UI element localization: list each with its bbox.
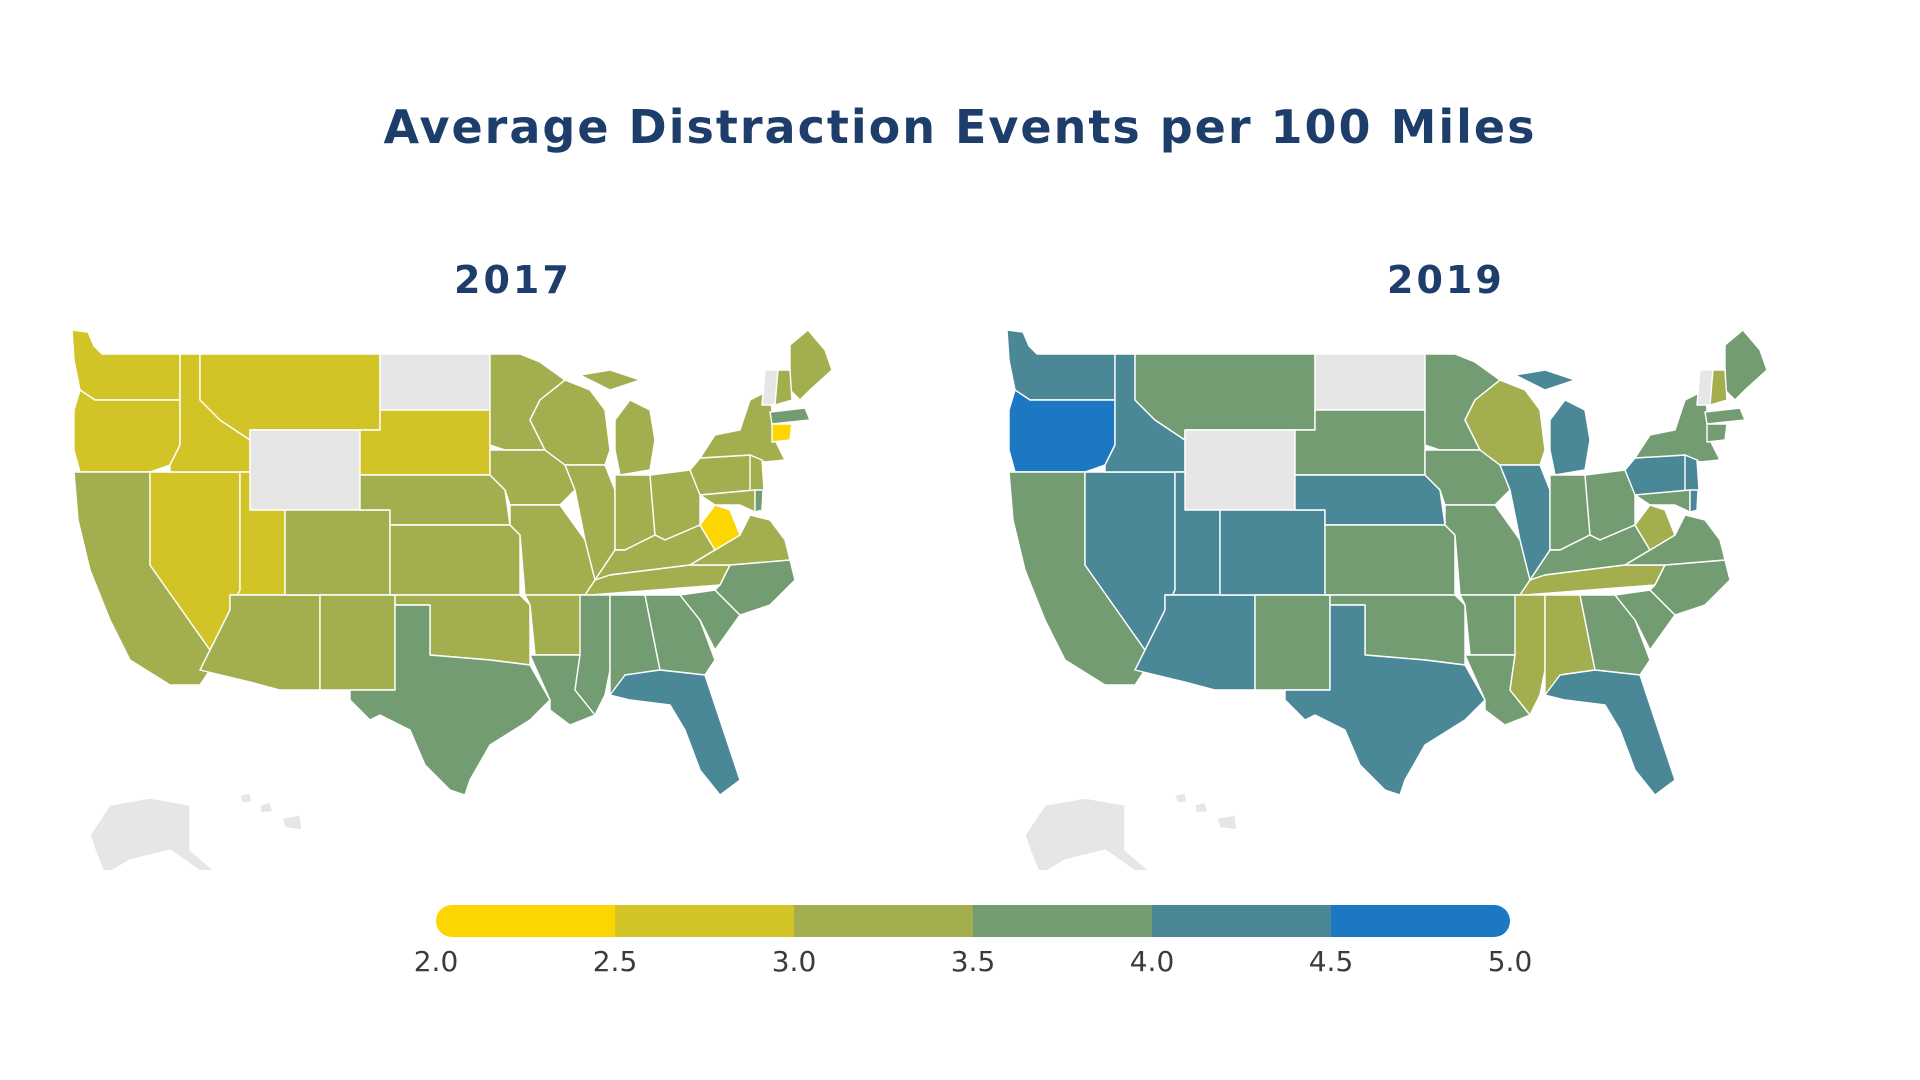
state-ar: [1459, 594, 1521, 656]
legend-swatch: [615, 905, 794, 937]
state-ct: [1706, 423, 1728, 443]
color-scale-legend: 2.0 2.5 3.0 3.5 4.0 4.5 5.0: [414, 905, 1532, 995]
state-ar: [524, 594, 586, 656]
state-ms: [1509, 594, 1546, 716]
legend-tick: 3.5: [950, 945, 996, 978]
state-wy: [1184, 429, 1296, 511]
state-tx: [349, 604, 551, 796]
state-sd: [1294, 409, 1426, 476]
state-ak: [89, 797, 215, 870]
state-co: [284, 509, 391, 596]
legend-tick: 4.0: [1129, 945, 1175, 978]
legend-swatch: [973, 905, 1152, 937]
state-me: [789, 329, 833, 401]
state-sc: [679, 589, 741, 651]
state-sc: [1614, 589, 1676, 651]
legend-tick: 2.0: [413, 945, 459, 978]
state-fl: [609, 669, 741, 796]
legend-swatch: [794, 905, 973, 937]
state-wa: [71, 329, 181, 401]
legend-tick: 5.0: [1487, 945, 1533, 978]
us-map-2019: [1006, 329, 1768, 870]
state-ks: [1324, 524, 1456, 596]
state-ct: [771, 423, 793, 443]
state-tx: [1284, 604, 1486, 796]
state-md: [699, 489, 756, 513]
state-de: [1689, 489, 1699, 513]
legend-swatch: [436, 905, 615, 937]
legend-swatch: [1152, 905, 1331, 937]
state-wv: [1634, 504, 1676, 551]
state-ak: [1024, 797, 1150, 870]
page-title: Average Distraction Events per 100 Miles: [383, 100, 1537, 154]
state-sd: [359, 409, 491, 476]
state-wy: [249, 429, 361, 511]
map-year-label: 2019: [1387, 258, 1505, 302]
legend-tick: 2.5: [592, 945, 638, 978]
state-nd: [379, 353, 491, 411]
state-nd: [1314, 353, 1426, 411]
state-wv: [699, 504, 741, 551]
state-wa: [1006, 329, 1116, 401]
state-me: [1724, 329, 1768, 401]
legend-tick: 4.5: [1308, 945, 1354, 978]
state-co: [1219, 509, 1326, 596]
state-hi: [239, 792, 303, 831]
state-wi: [529, 379, 611, 466]
state-wi: [1464, 379, 1546, 466]
legend-color-bar: [436, 905, 1510, 937]
state-nh: [774, 369, 793, 406]
state-fl: [1544, 669, 1676, 796]
state-ms: [574, 594, 611, 716]
state-or: [1008, 389, 1116, 473]
state-or: [73, 389, 181, 473]
map-panel-2019: 2019: [985, 250, 1885, 870]
state-pa: [689, 454, 756, 496]
us-map-2017: [71, 329, 833, 870]
state-pa: [1624, 454, 1691, 496]
state-ma: [1704, 407, 1746, 425]
state-hi: [1174, 792, 1238, 831]
state-nh: [1709, 369, 1728, 406]
state-nm: [319, 594, 396, 691]
state-de: [754, 489, 764, 513]
state-nm: [1254, 594, 1331, 691]
map-year-label: 2017: [454, 258, 572, 302]
map-panel-2017: 2017: [50, 250, 950, 870]
legend-swatch: [1331, 905, 1510, 937]
state-mi: [1514, 369, 1591, 476]
state-ma: [769, 407, 811, 425]
state-mi: [579, 369, 656, 476]
legend-tick: 3.0: [771, 945, 817, 978]
state-ks: [389, 524, 521, 596]
state-md: [1634, 489, 1691, 513]
